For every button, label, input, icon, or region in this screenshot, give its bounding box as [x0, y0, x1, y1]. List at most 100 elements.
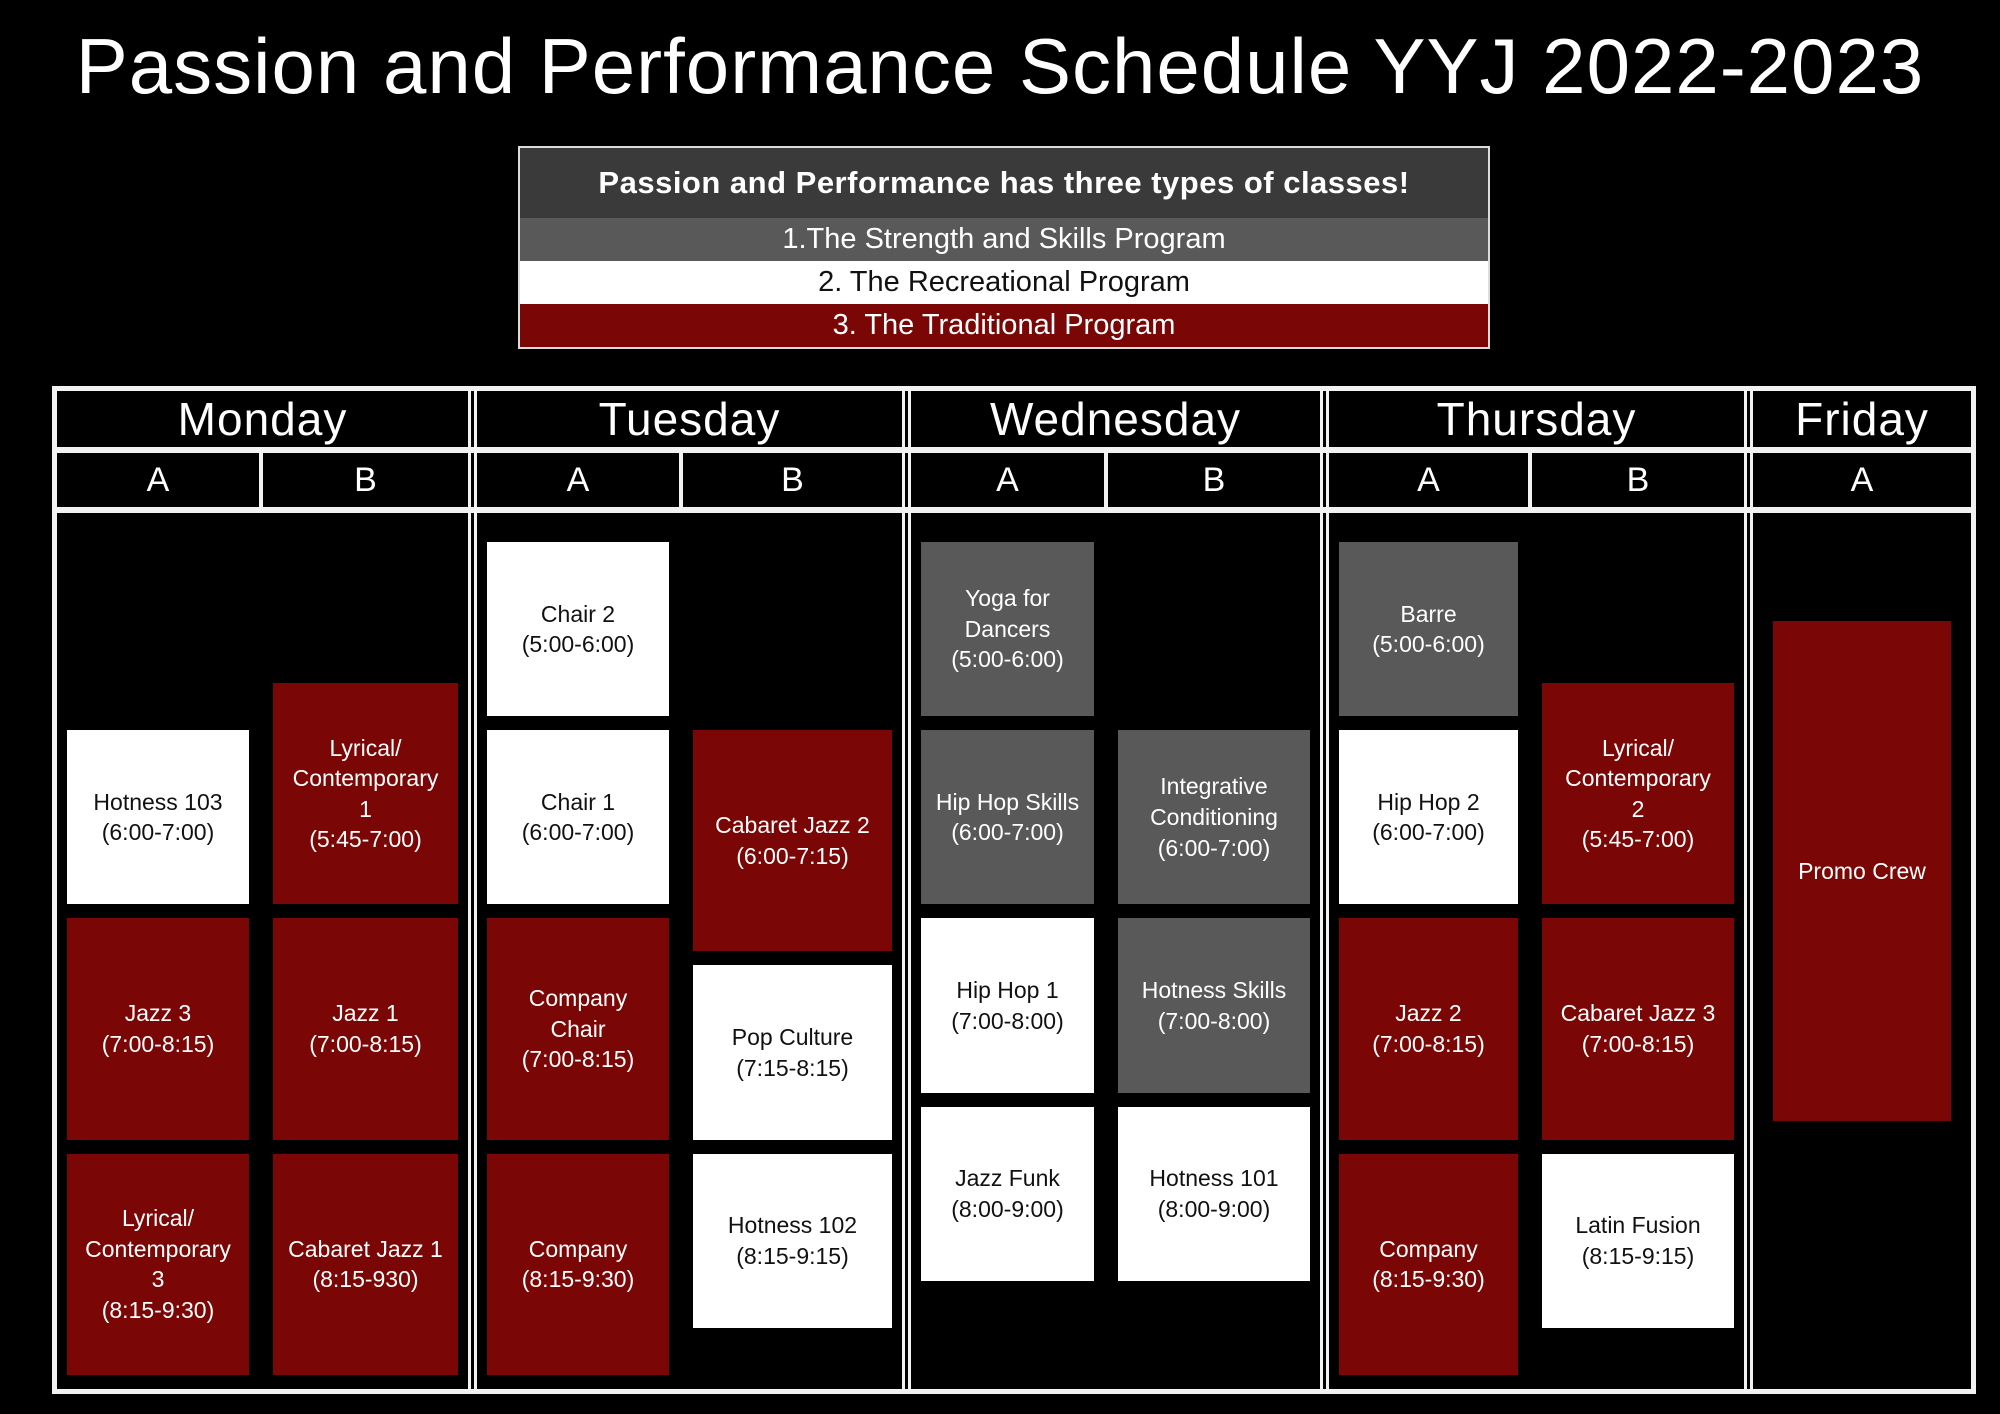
class-time: (7:00-8:15)	[521, 1046, 635, 1073]
class-time: (7:00-8:00)	[1157, 1007, 1271, 1034]
day-header-wednesday: Wednesday	[989, 393, 1242, 445]
divider-line	[57, 447, 1971, 453]
legend-item-traditional: 3. The Traditional Program	[520, 304, 1488, 347]
divider-line	[902, 391, 905, 1389]
subcolumn-label-wednesday-a: A	[996, 460, 1019, 499]
class-time: (5:45-7:00)	[1581, 826, 1695, 853]
class-name: Company Chair	[528, 985, 628, 1042]
class-name: Chair 2	[540, 600, 616, 627]
class-time: (8:00-9:00)	[1157, 1195, 1271, 1222]
class-name: Promo Crew	[1798, 857, 1926, 884]
class-name: Hotness 101	[1149, 1165, 1279, 1192]
class-box-company: Company (8:15-9:30)	[487, 1153, 669, 1375]
class-name: Chair 1	[540, 788, 616, 815]
class-box-chair-2: Chair 2 (5:00-6:00)	[487, 542, 669, 717]
class-time: (5:00-6:00)	[521, 631, 635, 658]
class-box-pop-culture: Pop Culture (7:15-8:15)	[693, 965, 892, 1140]
legend-box: Passion and Performance has three types …	[518, 146, 1490, 349]
class-name: Jazz 2	[1395, 1000, 1462, 1027]
class-time: (7:00-8:15)	[309, 1031, 422, 1058]
class-name: Yoga for Dancers	[964, 585, 1051, 642]
class-time: (8:15-930)	[312, 1266, 419, 1293]
subcolumn-label-tuesday-a: A	[566, 460, 590, 499]
class-name: Hotness Skills	[1141, 976, 1287, 1003]
class-time: (5:45-7:00)	[309, 826, 422, 853]
class-box-cabaret-jazz-2: Cabaret Jazz 2 (6:00-7:15)	[693, 730, 892, 952]
class-name: Hip Hop Skills	[935, 788, 1080, 815]
subcolumn-label-thursday-a: A	[1417, 460, 1440, 499]
class-time: (5:00-6:00)	[1372, 631, 1485, 658]
class-time: (6:00-7:15)	[736, 842, 849, 869]
class-box-jazz-funk: Jazz Funk (8:00-9:00)	[921, 1106, 1094, 1281]
class-box-yoga-for-dancers: Yoga for Dancers (5:00-6:00)	[921, 542, 1094, 717]
class-name: Hotness 102	[727, 1212, 858, 1239]
class-name: Company	[528, 1235, 628, 1262]
class-time: (8:00-9:00)	[951, 1195, 1064, 1222]
class-box-lyrical-contemporary-1: Lyrical/ Contemporary 1 (5:45-7:00)	[273, 683, 458, 905]
class-name: Company	[1379, 1235, 1478, 1262]
class-name: Jazz Funk	[955, 1165, 1060, 1192]
class-name: Lyrical/ Contemporary 3	[85, 1205, 231, 1293]
class-box-jazz-2: Jazz 2 (7:00-8:15)	[1339, 918, 1518, 1140]
divider-line	[1750, 391, 1753, 1389]
legend-item-recreational: 2. The Recreational Program	[520, 261, 1488, 304]
class-box-company: Company (8:15-9:30)	[1339, 1153, 1518, 1375]
class-time: (8:15-9:30)	[1372, 1266, 1485, 1293]
class-box-hip-hop-1: Hip Hop 1 (7:00-8:00)	[921, 918, 1094, 1093]
class-box-chair-1: Chair 1 (6:00-7:00)	[487, 730, 669, 905]
class-box-hotness-102: Hotness 102 (8:15-9:15)	[693, 1153, 892, 1328]
class-time: (7:00-8:00)	[951, 1007, 1064, 1034]
class-name: Pop Culture	[731, 1024, 854, 1051]
class-time: (8:15-9:15)	[736, 1242, 849, 1269]
divider-line	[57, 507, 1971, 513]
class-box-barre: Barre (5:00-6:00)	[1339, 542, 1518, 717]
legend-header: Passion and Performance has three types …	[520, 148, 1488, 218]
divider-line	[908, 391, 911, 1389]
class-name: Integrative Conditioning	[1150, 773, 1278, 831]
class-name: Hip Hop 1	[956, 976, 1059, 1003]
class-time: (6:00-7:00)	[1157, 834, 1271, 861]
class-box-hip-hop-skills: Hip Hop Skills (6:00-7:00)	[921, 730, 1094, 905]
class-time: (7:00-8:15)	[101, 1031, 215, 1058]
class-box-integrative-conditioning: Integrative Conditioning (6:00-7:00)	[1118, 730, 1310, 905]
day-header-thursday: Thursday	[1436, 393, 1637, 445]
class-name: Lyrical/ Contemporary 1	[292, 734, 439, 822]
class-box-latin-fusion: Latin Fusion (8:15-9:15)	[1542, 1153, 1734, 1328]
class-time: (8:15-9:30)	[101, 1296, 215, 1323]
subcolumn-label-monday-a: A	[146, 460, 170, 499]
class-box-hip-hop-2: Hip Hop 2 (6:00-7:00)	[1339, 730, 1518, 905]
class-box-jazz-1: Jazz 1 (7:00-8:15)	[273, 918, 458, 1140]
class-name: Hotness 103	[93, 788, 223, 815]
divider-line	[679, 453, 683, 507]
divider-line	[1744, 391, 1747, 1389]
class-name: Jazz 3	[124, 1000, 192, 1027]
subcolumn-label-thursday-b: B	[1626, 460, 1650, 499]
divider-line	[1320, 391, 1323, 1389]
legend-item-strength: 1.The Strength and Skills Program	[520, 218, 1488, 261]
day-header-tuesday: Tuesday	[598, 393, 781, 445]
legend-rows: 1.The Strength and Skills Program 2. The …	[520, 218, 1488, 347]
divider-line	[474, 391, 477, 1389]
divider-line	[1104, 453, 1108, 507]
class-box-lyrical-contemporary-2: Lyrical/ Contemporary 2 (5:45-7:00)	[1542, 683, 1734, 905]
day-header-friday: Friday	[1795, 393, 1929, 445]
subcolumn-label-monday-b: B	[354, 460, 377, 499]
class-name: Cabaret Jazz 3	[1560, 1000, 1716, 1027]
class-box-company-chair: Company Chair (7:00-8:15)	[487, 918, 669, 1140]
class-time: (8:15-9:15)	[1581, 1242, 1695, 1269]
day-header-monday: Monday	[177, 393, 348, 445]
class-time: (7:00-8:15)	[1372, 1031, 1485, 1058]
class-name: Barre	[1400, 600, 1457, 627]
class-time: (6:00-7:00)	[521, 819, 635, 846]
schedule-table-inner: Monday A B Tuesday A B Wednesday A B Thursday A B Fr…	[57, 391, 1971, 1389]
class-time: (6:00-7:00)	[101, 819, 215, 846]
class-time: (6:00-7:00)	[951, 819, 1064, 846]
divider-line	[1326, 391, 1329, 1389]
class-name: Lyrical/ Contemporary 2	[1565, 734, 1711, 822]
class-name: Cabaret Jazz 2	[715, 812, 870, 839]
schedule-table: Monday A B Tuesday A B Wednesday A B Thursday A B Fr…	[52, 386, 1976, 1394]
class-name: Cabaret Jazz 1	[288, 1235, 443, 1262]
class-time: (7:00-8:15)	[1581, 1031, 1695, 1058]
class-name: Jazz 1	[332, 1000, 399, 1027]
class-time: (6:00-7:00)	[1372, 819, 1485, 846]
